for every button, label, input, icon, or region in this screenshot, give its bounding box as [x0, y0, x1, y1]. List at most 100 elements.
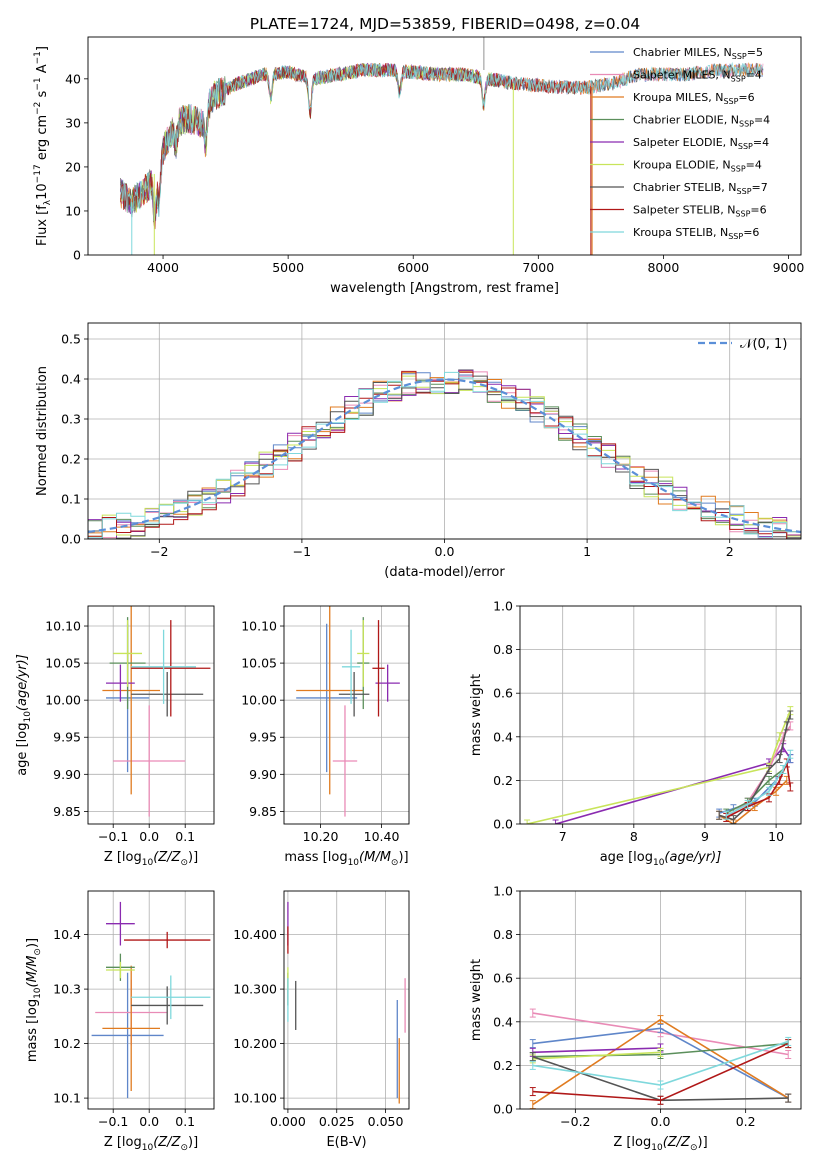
y-tick-label: 0.5	[61, 332, 81, 347]
x-tick-label: 6000	[397, 260, 429, 275]
legend-label: Salpeter STELIB, NSSP=6	[633, 204, 767, 219]
y-tick-label: 10.100	[233, 1091, 277, 1106]
y-axis-label: mass weight	[469, 959, 484, 1041]
y-tick-label: 10.05	[241, 656, 277, 671]
grid	[284, 891, 409, 1109]
y-axis-label: mass weight	[469, 674, 484, 756]
x-tick-label: 0.1	[175, 1114, 195, 1129]
x-tick-label: 9000	[773, 260, 805, 275]
plot-area	[287, 901, 406, 1104]
x-axis-label: Z [log10(Z/Z⊙)]	[613, 1135, 707, 1153]
errorbar-kroupa-stelib	[341, 629, 361, 704]
axes-frame	[87, 605, 215, 825]
y-tick-label: 10.10	[45, 619, 81, 634]
figure-title: PLATE=1724, MJD=53859, FIBERID=0498, z=0…	[250, 15, 640, 33]
errorbar-salpeter-stelib	[131, 620, 211, 717]
x-tick-label: −0.1	[98, 1114, 128, 1129]
y-tick-label: 1.0	[493, 599, 513, 614]
errorbar-kroupa-miles	[102, 965, 160, 1092]
y-tick-label: 10.200	[233, 1036, 277, 1051]
panel-weights-vs-age: 7 8 9 10 0.0 0.2 0.4 0.6 0.8 1.0 age [log10(age/yr…	[469, 599, 802, 868]
legend-label: Salpeter ELODIE, NSSP=4	[633, 136, 769, 151]
errorbar-chabrier-stelib	[131, 986, 204, 1025]
ticks: −0.1 0.0 0.1 10.1 10.2 10.3 10.4	[53, 927, 195, 1129]
y-tick-label: 0.2	[61, 452, 81, 467]
weights-line	[526, 710, 792, 824]
plot-area	[529, 1008, 792, 1109]
grid	[88, 606, 214, 824]
errorbar-kroupa-miles	[102, 606, 160, 795]
axes-frame	[283, 605, 410, 825]
ticks: 10.20 10.40 9.85 9.90 9.95 10.00 10.05 10.10	[241, 619, 399, 844]
weights-series-kroupa-stelib	[529, 1036, 792, 1090]
panel-mass-vs-z: −0.1 0.0 0.1 10.1 10.2 10.3 10.4 Z [log10(Z/Z⊙)…	[25, 890, 215, 1153]
errorbar-chabrier-stelib	[131, 671, 204, 717]
y-tick-label: 0.6	[493, 686, 513, 701]
x-tick-label: 10.20	[303, 829, 339, 844]
x-tick-label: 0.2	[736, 1114, 756, 1129]
y-tick-label: 10.400	[233, 927, 277, 942]
spectrum-line-kroupa-stelib	[120, 61, 764, 223]
x-tick-label: 1	[583, 544, 591, 559]
x-tick-label: 4000	[147, 260, 179, 275]
x-tick-label: 0.0	[435, 544, 455, 559]
errorbar-salpeter-stelib	[372, 620, 385, 717]
x-axis-label: Z [log10(Z/Z⊙)]	[104, 850, 198, 868]
x-tick-label: 5000	[272, 260, 304, 275]
histogram-kroupa-stelib	[88, 371, 801, 539]
spectrum-line-salpeter-elodie	[120, 62, 512, 226]
plot-area	[296, 606, 400, 817]
axes-frame	[519, 605, 802, 825]
x-tick-label: 0.000	[270, 1114, 306, 1129]
x-tick-label: 10	[768, 829, 784, 844]
legend-label: Kroupa ELODIE, NSSP=4	[633, 159, 762, 174]
grid	[88, 891, 214, 1109]
y-tick-label: 0.0	[493, 817, 513, 832]
y-axis-label: age [log10(age/yr)]	[15, 654, 33, 776]
y-tick-label: 9.85	[249, 804, 277, 819]
panel-weights-vs-z: −0.2 0.0 0.2 0.0 0.2 0.4 0.6 0.8 1.0 Z [log10(Z/Z…	[469, 884, 802, 1153]
x-tick-label: 0.0	[139, 829, 159, 844]
x-tick-label: −0.1	[98, 829, 128, 844]
y-axis-label: Normed distribution	[35, 366, 50, 496]
x-axis-label: (data-model)/error	[384, 565, 505, 580]
legend-label: Chabrier MILES, NSSP=5	[633, 46, 763, 61]
y-tick-label: 0.0	[61, 532, 81, 547]
y-axis-label: Flux [fλ10−17 erg cm−2 s−1 A−1]	[33, 46, 53, 246]
ticks: −0.1 0.0 0.1 9.85 9.90 9.95 10.00 10.05 10.10	[45, 619, 195, 844]
errorbar-chabrier-miles	[91, 972, 164, 1099]
x-tick-label: 9	[701, 829, 709, 844]
errorbar-kroupa-elodie	[357, 620, 370, 687]
panel-spectrum: 4000 5000 6000 7000 8000 9000 0 10 20 30 40 wavelen…	[33, 36, 805, 296]
x-tick-label: 0.025	[319, 1114, 355, 1129]
x-tick-label: 7	[559, 829, 567, 844]
errorbar-salpeter-miles	[113, 705, 186, 817]
y-tick-label: 40	[65, 71, 81, 86]
y-tick-label: 0.4	[61, 372, 81, 387]
y-tick-label: 0.6	[493, 971, 513, 986]
x-tick-label: 0.050	[368, 1114, 404, 1129]
y-tick-label: 0.2	[493, 1058, 513, 1073]
plot-area	[120, 37, 764, 255]
errorbar-kroupa-elodie	[106, 961, 135, 979]
errorbar-kroupa-stelib	[131, 629, 196, 704]
y-tick-label: 9.85	[53, 804, 81, 819]
y-tick-label: 0.4	[493, 1014, 513, 1029]
x-axis-label: E(B-V)	[326, 1135, 366, 1150]
panel-age-vs-mass: 10.20 10.40 9.85 9.90 9.95 10.00 10.05 10.10 mas…	[241, 605, 410, 868]
axes-frame	[87, 322, 802, 540]
panel-mass-vs-ebv: 0.000 0.025 0.050 10.100 10.200 10.300 10.400 E…	[233, 890, 410, 1150]
y-tick-label: 0.8	[493, 927, 513, 942]
weights-series-kroupa-stelib	[723, 749, 794, 820]
axes-frame	[87, 890, 215, 1110]
weights-series-chabrier-miles	[529, 1023, 792, 1103]
legend-label: Chabrier ELODIE, NSSP=4	[633, 114, 770, 129]
errorbar-kroupa-miles	[296, 606, 364, 795]
x-axis-label: age [log10(age/yr)]	[600, 850, 722, 868]
spectrum-line-chabrier-elodie	[120, 63, 512, 223]
y-tick-label: 10.10	[241, 619, 277, 634]
axes-frame	[283, 890, 410, 1110]
gaussian-curve	[88, 378, 801, 534]
legend-label: Salpeter MILES, NSSP=4	[633, 69, 762, 84]
